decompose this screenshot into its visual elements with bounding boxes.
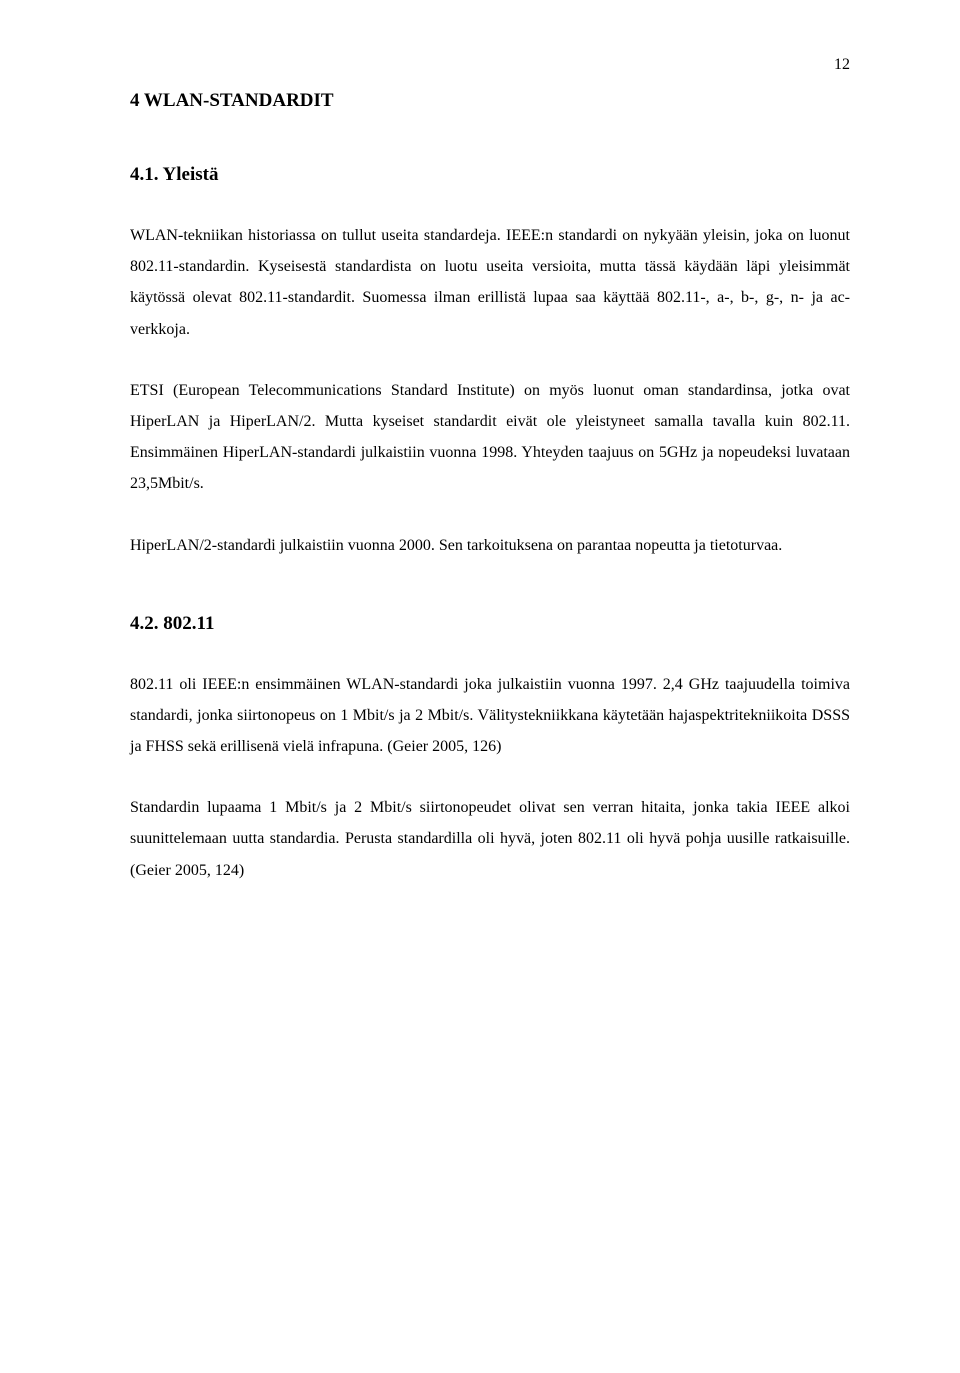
paragraph-1: WLAN-tekniikan historiassa on tullut use… xyxy=(130,220,850,345)
heading-section-2: 4.2. 802.11 xyxy=(130,613,850,635)
paragraph-2: ETSI (European Telecommunications Standa… xyxy=(130,375,850,500)
heading-chapter: 4 WLAN-STANDARDIT xyxy=(130,90,850,112)
document-page: 12 4 WLAN-STANDARDIT 4.1. Yleistä WLAN-t… xyxy=(0,0,960,1373)
page-number: 12 xyxy=(834,56,850,74)
paragraph-5: Standardin lupaama 1 Mbit/s ja 2 Mbit/s … xyxy=(130,792,850,886)
paragraph-3: HiperLAN/2-standardi julkaistiin vuonna … xyxy=(130,530,850,561)
heading-section-1: 4.1. Yleistä xyxy=(130,164,850,186)
paragraph-4: 802.11 oli IEEE:n ensimmäinen WLAN-stand… xyxy=(130,669,850,763)
